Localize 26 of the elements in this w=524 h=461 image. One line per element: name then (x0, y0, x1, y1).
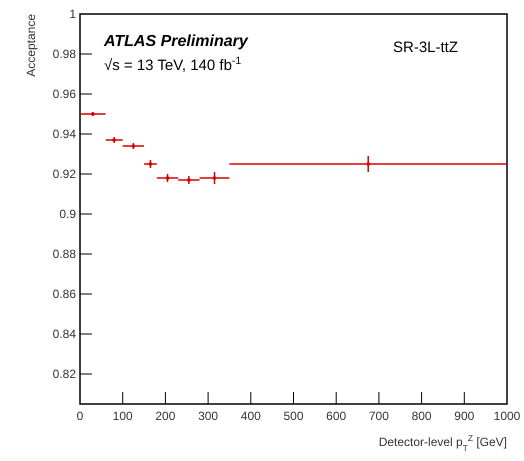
y-tick-label: 0.94 (52, 127, 76, 142)
y-tick-label: 1 (69, 7, 76, 22)
y-tick-label: 0.86 (52, 287, 76, 302)
x-tick-label: 600 (326, 409, 347, 423)
y-axis-title: Acceptance (24, 14, 38, 77)
y-tick-label: 0.96 (52, 87, 76, 102)
y-tick-label: 0.92 (52, 167, 76, 182)
x-tick-label: 200 (155, 409, 176, 423)
annotation: √s = 13 TeV, 140 fb$^{-1}$ (104, 55, 242, 74)
y-tick-label: 0.82 (52, 367, 76, 382)
y-tick-label: 0.9 (59, 207, 76, 222)
x-axis-title: Detector-level p$_{T}$$^{Z}$ [GeV] (378, 433, 507, 453)
y-tick-label: 0.88 (52, 247, 76, 262)
annotation: ATLAS Preliminary (103, 33, 249, 50)
y-tick-label: 0.98 (52, 47, 76, 62)
x-tick-label: 800 (412, 409, 432, 423)
x-tick-label: 700 (368, 409, 390, 423)
x-tick-label: 100 (112, 409, 134, 423)
x-tick-label: 900 (454, 409, 475, 423)
x-tick-label: 500 (283, 409, 304, 423)
x-tick-label: 300 (198, 409, 218, 423)
x-tick-label: 1000 (494, 409, 521, 423)
x-tick-label: 400 (240, 409, 262, 423)
annotation: SR-3L-ttZ (393, 39, 458, 56)
x-tick-label: 0 (76, 409, 84, 423)
y-tick-label: 0.84 (52, 327, 76, 342)
